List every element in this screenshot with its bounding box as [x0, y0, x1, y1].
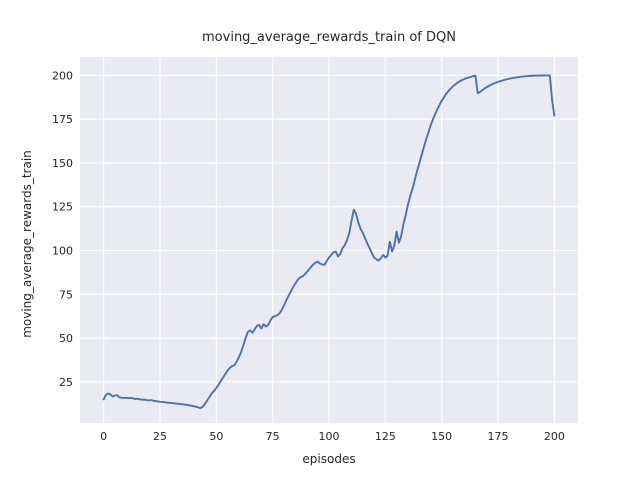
y-tick-label: 200: [52, 69, 73, 82]
x-tick-label: 50: [209, 430, 223, 443]
x-tick-label: 100: [319, 430, 340, 443]
x-tick-label: 150: [431, 430, 452, 443]
series-line: [102, 74, 556, 410]
x-axis-label: episodes: [302, 452, 356, 466]
y-tick-label: 150: [52, 157, 73, 170]
y-tick-label: 25: [59, 376, 73, 389]
x-tick-label: 125: [375, 430, 396, 443]
x-tick-label: 0: [100, 430, 107, 443]
x-tick-label: 25: [153, 430, 167, 443]
x-tick-label: 75: [266, 430, 280, 443]
chart-title: moving_average_rewards_train of DQN: [202, 30, 456, 45]
y-tick-label: 100: [52, 245, 73, 258]
x-tick-label: 200: [544, 430, 565, 443]
y-tick-label: 50: [59, 332, 73, 345]
y-axis-label: moving_average_rewards_train: [20, 150, 34, 338]
x-tick-label: 175: [488, 430, 509, 443]
y-tick-label: 175: [52, 113, 73, 126]
y-tick-label: 125: [52, 201, 73, 214]
y-tick-label: 75: [59, 288, 73, 301]
